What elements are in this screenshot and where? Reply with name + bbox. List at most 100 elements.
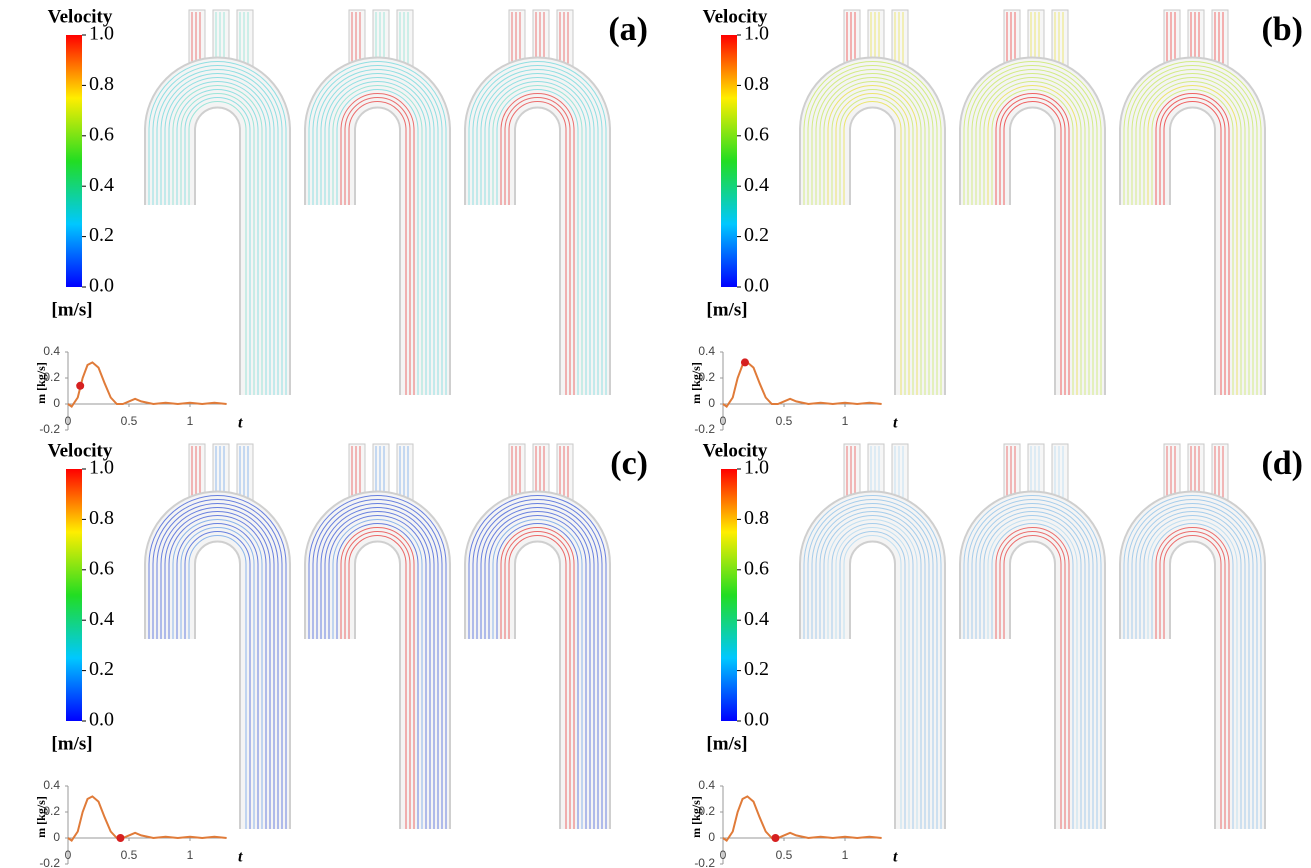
streamline <box>839 97 906 395</box>
colorbar-tick-label: 0.2 <box>89 224 114 246</box>
aorta-lumen <box>146 58 289 395</box>
streamline <box>807 499 938 829</box>
streamline <box>480 73 595 395</box>
x-tick-label: 0 <box>65 848 72 862</box>
x-tick-label: 0.5 <box>776 848 793 862</box>
colorbar-tick-label: 1.0 <box>744 457 769 479</box>
streamline <box>496 89 579 395</box>
aorta-rendering <box>959 9 1106 395</box>
colorbar-tick-label: 0.4 <box>89 174 114 196</box>
streamline <box>348 101 407 395</box>
aorta-lumen <box>961 58 1104 395</box>
streamline <box>172 519 263 829</box>
streamline <box>1163 535 1222 829</box>
colorbar-tick-label: 0.8 <box>89 507 114 529</box>
streamline <box>831 523 914 829</box>
colorbar-tick-label: 0.6 <box>89 123 114 145</box>
aorta-rendering <box>959 443 1106 829</box>
streamline <box>488 81 587 395</box>
streamline <box>803 495 942 829</box>
streamline <box>811 69 934 395</box>
y-axis-label: m [kg/s] <box>689 796 703 838</box>
x-tick-label: 0 <box>720 414 727 428</box>
streamline <box>164 77 271 395</box>
colorbar-unit: [m/s] <box>51 299 92 320</box>
streamline <box>340 93 415 395</box>
colorbar-tick-label: 0.8 <box>744 507 769 529</box>
streamline <box>1127 499 1258 829</box>
streamline <box>156 69 279 395</box>
panel-label: (d) <box>1261 445 1303 482</box>
streamline <box>1155 93 1230 395</box>
x-axis-label: t <box>238 415 243 432</box>
streamline <box>971 503 1094 829</box>
y-tick-label: 0.2 <box>43 370 60 384</box>
x-axis-label: t <box>893 415 898 432</box>
streamline <box>316 503 439 829</box>
colorbar <box>66 35 82 287</box>
y-tick-label: -0.2 <box>694 856 715 868</box>
x-tick-label: 0 <box>65 414 72 428</box>
streamline <box>188 535 247 829</box>
streamline <box>843 535 902 829</box>
streamline <box>967 65 1098 395</box>
x-tick-label: 1 <box>187 848 194 862</box>
streamline <box>332 85 423 395</box>
streamline <box>316 69 439 395</box>
time-marker <box>76 381 85 390</box>
y-tick-label: 0.4 <box>43 778 60 792</box>
streamline <box>827 519 918 829</box>
streamline <box>484 511 591 829</box>
streamline <box>967 499 1098 829</box>
colorbar-tick-label: 0.6 <box>89 557 114 579</box>
streamline <box>508 101 567 395</box>
streamline <box>1135 73 1250 395</box>
streamline <box>348 535 407 829</box>
aorta-lumen <box>466 58 609 395</box>
streamline <box>492 519 583 829</box>
aorta-rendering <box>144 443 291 829</box>
panel-label: (a) <box>608 11 648 48</box>
streamline <box>991 89 1074 395</box>
colorbar <box>66 469 82 721</box>
y-tick-label: 0.4 <box>698 778 715 792</box>
streamline <box>148 495 287 829</box>
streamline <box>963 61 1102 395</box>
streamline <box>148 61 287 395</box>
streamline <box>1147 519 1238 829</box>
colorbar-title: Velocity <box>48 6 113 27</box>
streamline <box>1139 511 1246 829</box>
streamline <box>827 85 918 395</box>
y-tick-label: 0 <box>708 396 715 410</box>
streamline <box>1163 101 1222 395</box>
streamline <box>995 93 1070 395</box>
streamline <box>504 97 571 395</box>
streamline <box>971 69 1094 395</box>
streamline <box>488 515 587 829</box>
streamline <box>843 101 902 395</box>
streamline <box>152 65 283 395</box>
streamline <box>496 523 579 829</box>
streamline <box>1143 515 1242 829</box>
streamline <box>823 81 922 395</box>
streamline <box>999 97 1066 395</box>
x-tick-label: 0.5 <box>121 414 138 428</box>
streamline <box>1159 531 1226 829</box>
aorta-lumen <box>306 58 449 395</box>
panel-label: (b) <box>1261 11 1303 48</box>
streamline <box>1139 77 1246 395</box>
aorta-rendering <box>304 443 451 829</box>
streamline <box>1131 69 1254 395</box>
x-axis-label: t <box>893 849 898 866</box>
y-tick-label: 0.2 <box>698 370 715 384</box>
streamline <box>336 523 419 829</box>
colorbar-tick-label: 0.4 <box>89 608 114 630</box>
streamline <box>1127 65 1258 395</box>
y-tick-label: 0 <box>53 396 60 410</box>
streamline <box>508 535 567 829</box>
time-marker <box>740 358 749 367</box>
y-tick-label: 0.4 <box>43 344 60 358</box>
colorbar-tick-label: 1.0 <box>89 457 114 479</box>
